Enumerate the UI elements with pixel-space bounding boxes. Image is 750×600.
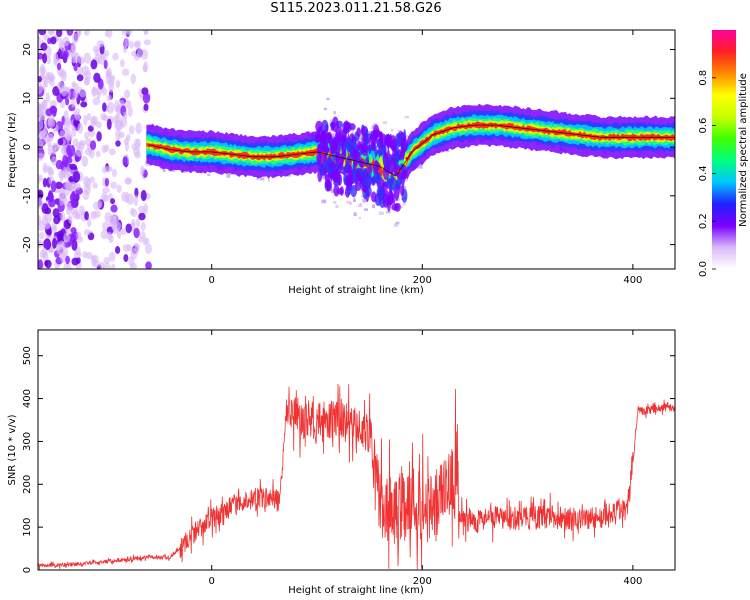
colorbar-ticks: 0.0 0.2 0.4 0.6 0.8 <box>698 70 716 277</box>
colorbar-tick-label: 0.6 <box>698 118 709 134</box>
spectrogram-y-tick-label: 10 <box>22 92 33 105</box>
spectrogram-y-label: Frequency (Hz) <box>7 112 18 188</box>
spectrogram-y-tick-label: -10 <box>22 188 33 204</box>
snr-x-axis: 0 200 400 <box>209 330 642 587</box>
spectrogram-area <box>38 30 675 269</box>
spectrogram-y-tick-label: 20 <box>22 43 33 56</box>
snr-y-tick-label: 0 <box>22 567 33 573</box>
snr-y-tick-label: 500 <box>22 346 33 365</box>
colorbar-label: Normalized spectral amplitude <box>738 73 749 227</box>
colorbar-tick-label: 0.0 <box>698 261 709 277</box>
spectrogram-x-tick-label: 200 <box>413 275 432 286</box>
spectrogram-panel: 0 200 400 -20 -10 0 10 20 Height of straight l… <box>7 29 676 296</box>
snr-y-tick-label: 400 <box>22 389 33 408</box>
spectrogram-x-label: Height of straight line (km) <box>288 285 424 296</box>
spectrogram-x-axis: 0 200 400 <box>209 30 642 286</box>
spectrogram-y-tick-label: 0 <box>22 144 33 150</box>
colorbar-tick-label: 0.4 <box>698 165 709 181</box>
colorbar-tick-label: 0.2 <box>698 213 709 229</box>
colorbar-gradient <box>712 30 736 269</box>
spectrogram-y-axis: -20 -10 0 10 20 <box>22 43 675 253</box>
spectrogram-x-tick-label: 0 <box>209 275 215 286</box>
colorbar: 0.0 0.2 0.4 0.6 0.8 Normalized spectral ampl… <box>698 30 749 277</box>
snr-x-tick-label: 400 <box>623 576 642 587</box>
snr-y-axis: 0 100 200 300 400 500 <box>22 346 675 573</box>
snr-x-tick-label: 200 <box>413 576 432 587</box>
snr-line <box>38 383 675 570</box>
snr-frame <box>37 329 676 571</box>
spectrogram-x-tick-label: 400 <box>623 275 642 286</box>
spectrogram-y-tick-label: -20 <box>22 236 33 252</box>
snr-y-tick-label: 200 <box>22 475 33 494</box>
snr-x-tick-label: 0 <box>209 576 215 587</box>
snr-x-label: Height of straight line (km) <box>288 585 424 596</box>
spectrogram-frame <box>37 29 676 270</box>
snr-panel: 0 200 400 0 100 200 300 400 500 Height of strai… <box>7 329 676 596</box>
figure-title: S115.2023.011.21.58.G26 <box>270 1 442 16</box>
snr-y-tick-label: 100 <box>22 518 33 537</box>
colorbar-tick-label: 0.8 <box>698 70 709 86</box>
snr-y-tick-label: 300 <box>22 432 33 451</box>
snr-y-label: SNR (10 * v/v) <box>7 414 18 485</box>
